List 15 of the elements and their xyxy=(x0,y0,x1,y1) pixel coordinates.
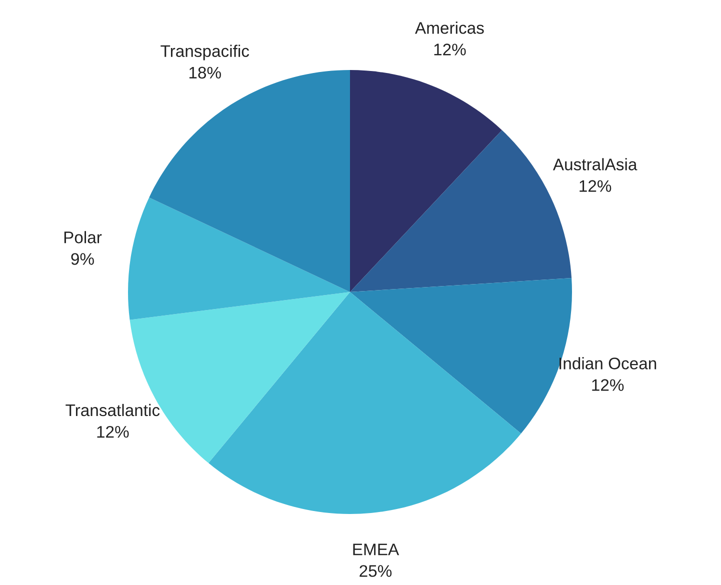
data-label: 12% xyxy=(434,44,466,56)
slice-label: Transatlantic xyxy=(66,404,160,416)
slice-label: Polar xyxy=(64,231,102,244)
data-label: 9% xyxy=(71,253,94,265)
data-label: 12% xyxy=(97,426,129,438)
slice-label: AustralAsia xyxy=(552,158,638,170)
slice-label: EMEA xyxy=(353,544,400,556)
slice-label: Indian Ocean xyxy=(560,357,656,370)
pie-slice xyxy=(350,70,502,292)
slice-label: Transpacific xyxy=(160,44,250,60)
data-label: 18% xyxy=(189,66,221,79)
data-label: 12% xyxy=(580,180,612,192)
data-label: 12% xyxy=(592,379,624,391)
data-label: 25% xyxy=(360,565,392,577)
slice-label: Americas xyxy=(415,22,484,34)
